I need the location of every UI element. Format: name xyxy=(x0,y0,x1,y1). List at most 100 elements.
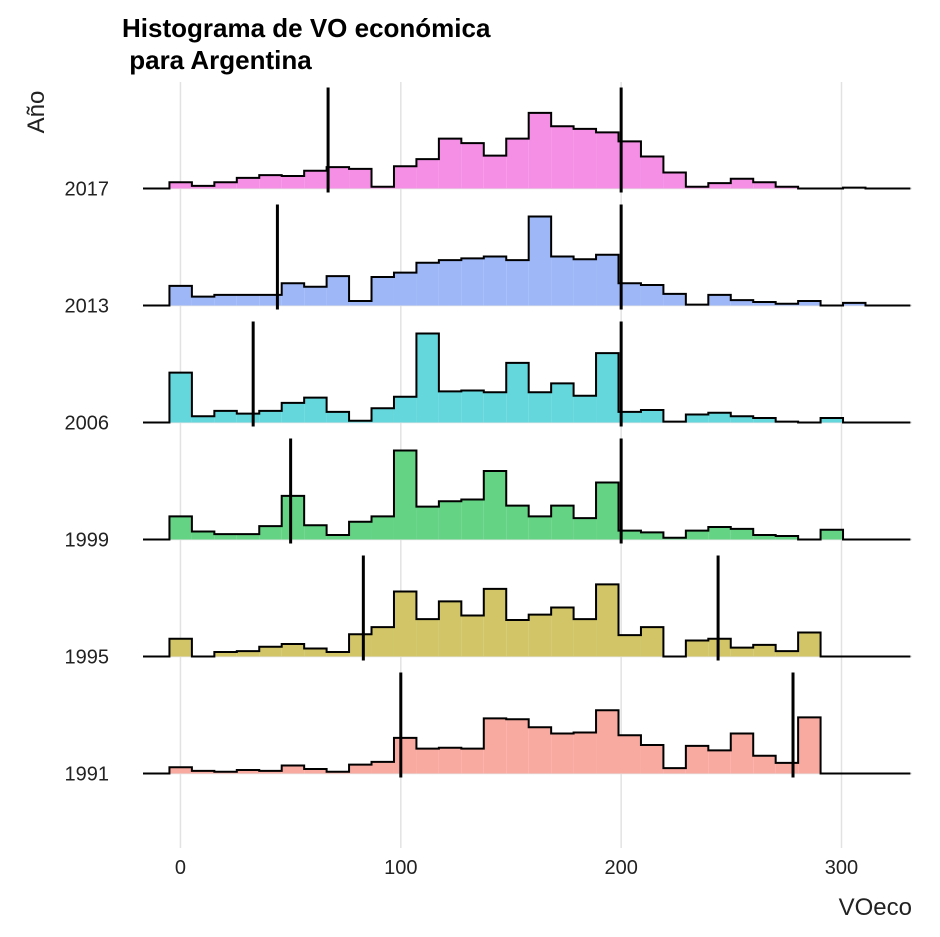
histogram-bin xyxy=(236,413,260,423)
histogram-bin xyxy=(685,640,709,657)
histogram-bin xyxy=(640,156,664,189)
histogram-bin xyxy=(461,143,484,189)
histogram-outline xyxy=(143,583,911,658)
histogram-bin xyxy=(663,293,686,306)
histogram-bin xyxy=(573,395,597,423)
histogram-bin xyxy=(483,718,507,774)
histogram-bin xyxy=(416,333,439,423)
histogram-bin xyxy=(798,301,821,306)
histogram-bin xyxy=(371,277,394,306)
histogram-bin xyxy=(753,418,776,423)
histogram-bin xyxy=(326,652,350,657)
histogram-bin xyxy=(438,747,462,774)
histogram-bin xyxy=(663,172,686,189)
histogram-bin xyxy=(191,185,215,189)
histogram-bin xyxy=(304,525,327,540)
histogram-bin xyxy=(551,383,574,423)
y-tick-label: 2017 xyxy=(65,179,110,201)
histogram-bin xyxy=(640,745,664,774)
histogram-outline xyxy=(143,449,911,541)
x-axis-title: VOeco xyxy=(839,894,912,921)
histogram-bin xyxy=(506,138,529,189)
histogram-bin xyxy=(169,516,192,540)
histogram-bin xyxy=(214,534,237,540)
histogram-bin xyxy=(236,534,260,540)
histogram-bin xyxy=(326,276,350,306)
histogram-bin xyxy=(685,745,709,774)
histogram-bin xyxy=(618,530,641,540)
histogram-bin xyxy=(393,737,417,774)
histogram-bin xyxy=(236,294,260,306)
histogram-bin xyxy=(753,644,776,657)
ridge-1991 xyxy=(143,672,911,778)
ridge-2017 xyxy=(143,87,911,193)
histogram-bin xyxy=(214,294,237,306)
histogram-bin xyxy=(528,216,552,306)
histogram-bin xyxy=(640,532,664,540)
histogram-bin xyxy=(618,141,641,189)
histogram-bin xyxy=(461,499,484,540)
histogram-outline xyxy=(143,215,911,307)
histogram-bin xyxy=(281,495,305,540)
histogram-bin xyxy=(753,755,776,774)
histogram-bin xyxy=(169,638,192,657)
histogram-bin xyxy=(461,390,484,423)
histogram-bin xyxy=(416,506,439,540)
x-tick-label: 0 xyxy=(175,857,186,879)
histogram-bin xyxy=(730,416,754,423)
histogram-bin xyxy=(259,526,282,540)
histogram-bin xyxy=(281,644,305,657)
histogram-bin xyxy=(730,733,754,774)
histogram-bin xyxy=(304,769,327,774)
histogram-bin xyxy=(371,516,394,540)
histogram-bin xyxy=(506,362,529,423)
histogram-bin xyxy=(573,128,597,189)
histogram-bin xyxy=(640,410,664,423)
histogram-bin xyxy=(528,727,552,774)
histogram-bin xyxy=(169,285,192,306)
histogram-bin xyxy=(551,607,574,657)
histogram-bin xyxy=(393,166,417,189)
histogram-bin xyxy=(259,770,282,774)
histogram-bin xyxy=(708,183,731,189)
histogram-bin xyxy=(618,283,641,306)
histogram-bin xyxy=(506,505,529,540)
x-tick-label: 300 xyxy=(825,857,858,879)
histogram-bin xyxy=(708,294,731,306)
series-layer xyxy=(143,87,911,778)
ridge-1995 xyxy=(143,555,911,661)
histogram-bin xyxy=(169,372,192,423)
y-tick-label: 1995 xyxy=(65,647,110,669)
histogram-bin xyxy=(551,256,574,306)
histogram-bin xyxy=(483,470,507,540)
histogram-bin xyxy=(438,501,462,540)
histogram-bin xyxy=(551,505,574,540)
y-tick-label: 1999 xyxy=(65,530,110,552)
histogram-bin xyxy=(820,529,844,540)
histogram-bin xyxy=(573,518,597,540)
histogram-bin xyxy=(349,301,372,306)
histogram-bin xyxy=(438,601,462,657)
histogram-bin xyxy=(236,651,260,657)
histogram-bin xyxy=(753,182,776,189)
histogram-outline xyxy=(143,332,911,424)
histogram-bin xyxy=(483,588,507,657)
histogram-outline xyxy=(143,111,911,190)
histogram-bin xyxy=(483,392,507,423)
histogram-bin xyxy=(349,764,372,774)
histogram-bin xyxy=(169,767,192,774)
histogram-bin xyxy=(259,646,282,657)
histogram-bin xyxy=(506,719,529,774)
histogram-bin xyxy=(685,414,709,423)
histogram-bin xyxy=(214,182,237,189)
ridge-2013 xyxy=(143,204,911,310)
y-tick-label: 1991 xyxy=(65,764,110,786)
histogram-bin xyxy=(551,733,574,774)
histogram-bin xyxy=(730,528,754,540)
histogram-bin xyxy=(191,296,215,306)
histogram-bin xyxy=(483,155,507,189)
histogram-bin xyxy=(281,402,305,423)
histogram-bin xyxy=(573,732,597,774)
histogram-bin xyxy=(483,256,507,306)
histogram-bin xyxy=(259,294,282,306)
